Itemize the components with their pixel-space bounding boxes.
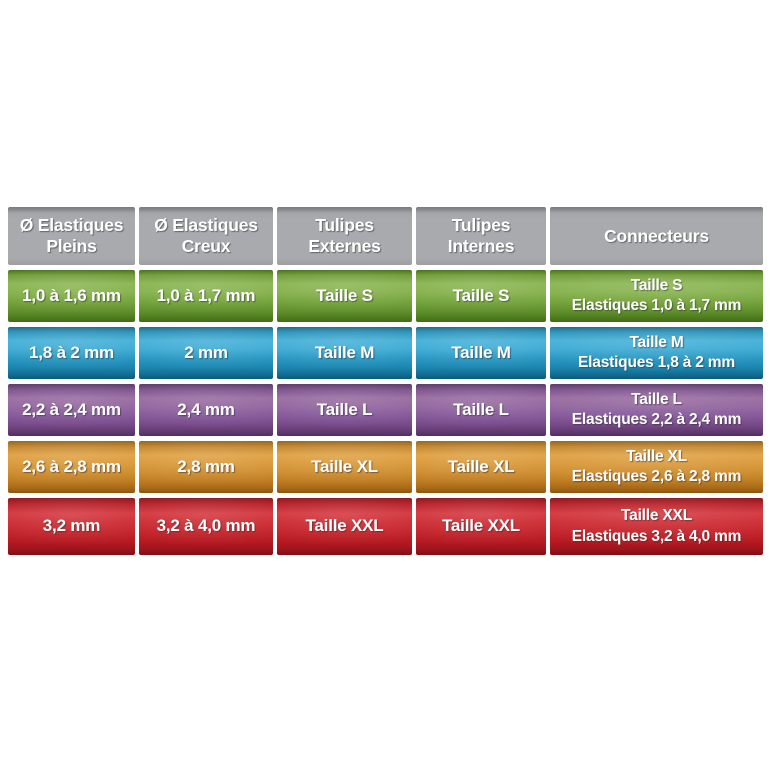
- cell-connecteur-xxl: Taille XXL Elastiques 3,2 à 4,0 mm: [550, 498, 763, 555]
- cell-creux-m: 2 mm: [139, 327, 273, 379]
- cell-connecteur-s: Taille S Elastiques 1,0 à 1,7 mm: [550, 270, 763, 322]
- cell-connecteur-l: Taille L Elastiques 2,2 à 2,4 mm: [550, 384, 763, 436]
- connector-taille-label: Taille L: [631, 390, 682, 408]
- cell-tulipe-interne-l: Taille L: [416, 384, 546, 436]
- cell-tulipe-externe-m: Taille M: [277, 327, 412, 379]
- cell-connecteur-xl: Taille XL Elastiques 2,6 à 2,8 mm: [550, 441, 763, 493]
- cell-tulipe-interne-xl: Taille XL: [416, 441, 546, 493]
- connector-elastiques-label: Elastiques 1,0 à 1,7 mm: [571, 297, 742, 314]
- header-cell-elastiques-pleins: Ø Elastiques Pleins: [8, 207, 135, 265]
- connector-elastiques-label: Elastiques 2,6 à 2,8 mm: [571, 468, 742, 485]
- cell-creux-xxl: 3,2 à 4,0 mm: [139, 498, 273, 555]
- connector-taille-label: Taille S: [630, 276, 683, 294]
- cell-pleins-m: 1,8 à 2 mm: [8, 327, 135, 379]
- cell-tulipe-interne-xxl: Taille XXL: [416, 498, 546, 555]
- header-cell-tulipes-internes: Tulipes Internes: [416, 207, 546, 265]
- cell-tulipe-externe-l: Taille L: [277, 384, 412, 436]
- cell-creux-xl: 2,8 mm: [139, 441, 273, 493]
- cell-creux-s: 1,0 à 1,7 mm: [139, 270, 273, 322]
- cell-tulipe-externe-xxl: Taille XXL: [277, 498, 412, 555]
- connector-taille-label: Taille XXL: [621, 507, 692, 525]
- cell-pleins-l: 2,2 à 2,4 mm: [8, 384, 135, 436]
- cell-connecteur-m: Taille M Elastiques 1,8 à 2 mm: [550, 327, 763, 379]
- cell-tulipe-interne-s: Taille S: [416, 270, 546, 322]
- connector-elastiques-label: Elastiques 1,8 à 2 mm: [578, 354, 735, 371]
- cell-pleins-xxl: 3,2 mm: [8, 498, 135, 555]
- connector-elastiques-label: Elastiques 2,2 à 2,4 mm: [571, 411, 742, 428]
- header-cell-elastiques-creux: Ø Elastiques Creux: [139, 207, 273, 265]
- header-cell-connecteurs: Connecteurs: [550, 207, 763, 265]
- cell-tulipe-externe-s: Taille S: [277, 270, 412, 322]
- cell-pleins-s: 1,0 à 1,6 mm: [8, 270, 135, 322]
- header-cell-tulipes-externes: Tulipes Externes: [277, 207, 412, 265]
- cell-creux-l: 2,4 mm: [139, 384, 273, 436]
- size-correspondence-table: Ø Elastiques Pleins Ø Elastiques Creux T…: [8, 207, 763, 555]
- connector-taille-label: Taille XL: [626, 447, 687, 465]
- connector-elastiques-label: Elastiques 3,2 à 4,0 mm: [571, 527, 742, 545]
- cell-tulipe-externe-xl: Taille XL: [277, 441, 412, 493]
- cell-tulipe-interne-m: Taille M: [416, 327, 546, 379]
- cell-pleins-xl: 2,6 à 2,8 mm: [8, 441, 135, 493]
- connector-taille-label: Taille M: [629, 333, 684, 351]
